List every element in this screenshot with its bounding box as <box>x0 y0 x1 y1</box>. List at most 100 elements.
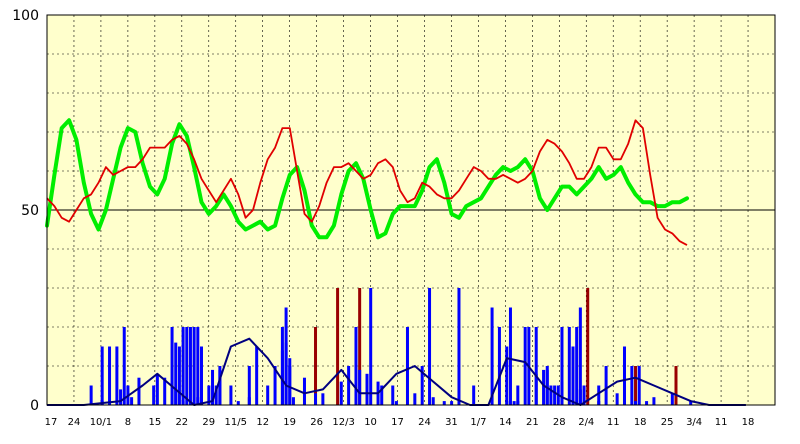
plot-frame <box>46 14 776 406</box>
bar <box>291 397 295 405</box>
bar <box>177 346 181 405</box>
bar-alt <box>336 288 340 405</box>
bar <box>185 327 189 405</box>
x-tick-label: 3/4 <box>686 417 702 428</box>
x-tick-label: 28 <box>553 417 566 428</box>
bar <box>369 288 373 405</box>
bar <box>347 366 351 405</box>
bar <box>108 346 112 405</box>
bar <box>89 385 93 405</box>
bar-overlay <box>236 401 240 405</box>
bar <box>405 327 409 405</box>
bar <box>553 385 557 405</box>
bar <box>630 366 634 405</box>
bar-overlay <box>218 369 222 405</box>
bar-overlay <box>137 377 141 405</box>
bar <box>622 346 626 405</box>
bar-overlay <box>380 385 384 405</box>
bar <box>578 307 582 405</box>
bar-overlay <box>155 373 159 405</box>
bar <box>188 327 192 405</box>
bar-overlay <box>358 369 362 405</box>
bar <box>214 385 218 405</box>
x-tick-label: 21 <box>526 417 539 428</box>
x-tick-label: 11 <box>715 417 728 428</box>
bar <box>170 327 174 405</box>
bar-overlay <box>163 377 167 405</box>
bar-overlay <box>229 385 233 405</box>
bar <box>100 346 104 405</box>
bar <box>174 342 178 405</box>
bar-overlay <box>199 385 203 405</box>
x-tick-label: 17 <box>391 417 404 428</box>
bar <box>534 327 538 405</box>
bar <box>181 327 185 405</box>
bar-overlay <box>339 381 343 405</box>
x-tick-label: 14 <box>499 417 512 428</box>
bar-overlay <box>652 397 656 405</box>
bar <box>497 327 501 405</box>
bar <box>207 385 211 405</box>
x-tick-label: 24 <box>418 417 431 428</box>
bar <box>391 385 395 405</box>
bar-overlay <box>365 373 369 405</box>
bar-overlay <box>174 389 178 405</box>
y-tick-label: 100 <box>12 8 39 24</box>
bar <box>428 288 432 405</box>
bar <box>192 327 196 405</box>
x-tick-label: 8 <box>125 417 131 428</box>
x-tick-label: 10 <box>364 417 377 428</box>
bar-overlay <box>597 385 601 405</box>
x-tick-label: 24 <box>68 417 81 428</box>
bar <box>457 288 461 405</box>
bar <box>604 366 608 405</box>
x-tick-label: 26 <box>310 417 323 428</box>
bar <box>505 346 509 405</box>
bar-alt <box>634 366 638 405</box>
bar-overlay <box>413 393 417 405</box>
bar-overlay <box>181 401 185 405</box>
bar-overlay <box>542 369 546 405</box>
bar <box>637 366 641 405</box>
bar-alt <box>586 288 590 405</box>
bar-alt <box>674 366 678 405</box>
bar-overlay <box>689 401 693 405</box>
bar <box>508 307 512 405</box>
bar-overlay <box>634 401 638 405</box>
bar-overlay <box>578 389 582 405</box>
bar-overlay <box>670 393 674 405</box>
bar-overlay <box>288 358 292 405</box>
bar-overlay <box>615 393 619 405</box>
bar-overlay <box>247 397 251 405</box>
bar <box>196 327 200 405</box>
y-tick-label: 50 <box>21 203 39 219</box>
axes: 0 50 100 17 24 10/1 8 15 22 29 11/5 12 19 26 12/3 10 17 2… <box>12 8 776 428</box>
x-tick-label: 25 <box>661 417 674 428</box>
bar <box>549 385 553 405</box>
bar-overlay <box>302 377 306 405</box>
bar <box>199 346 203 405</box>
series-line-green <box>45 118 689 240</box>
bar <box>472 385 476 405</box>
bar <box>130 397 134 405</box>
bar <box>247 366 251 405</box>
bar-overlay <box>560 381 564 405</box>
x-tick-label: 12/3 <box>332 417 354 428</box>
bar-overlay <box>582 385 586 405</box>
bar <box>115 346 119 405</box>
bar-overlay <box>321 393 325 405</box>
x-tick-label: 10/1 <box>90 417 112 428</box>
bar <box>442 401 446 405</box>
bar-overlay <box>645 401 649 405</box>
bar-overlay <box>211 369 215 405</box>
x-tick-label: 11 <box>607 417 620 428</box>
bar <box>255 346 259 405</box>
x-tick-label: 18 <box>634 417 647 428</box>
bar <box>122 327 126 405</box>
x-tick-label: 31 <box>445 417 458 428</box>
bar-alt <box>314 327 318 405</box>
x-tick-label: 17 <box>45 417 58 428</box>
x-tick-label: 18 <box>742 417 755 428</box>
bar <box>152 385 156 405</box>
